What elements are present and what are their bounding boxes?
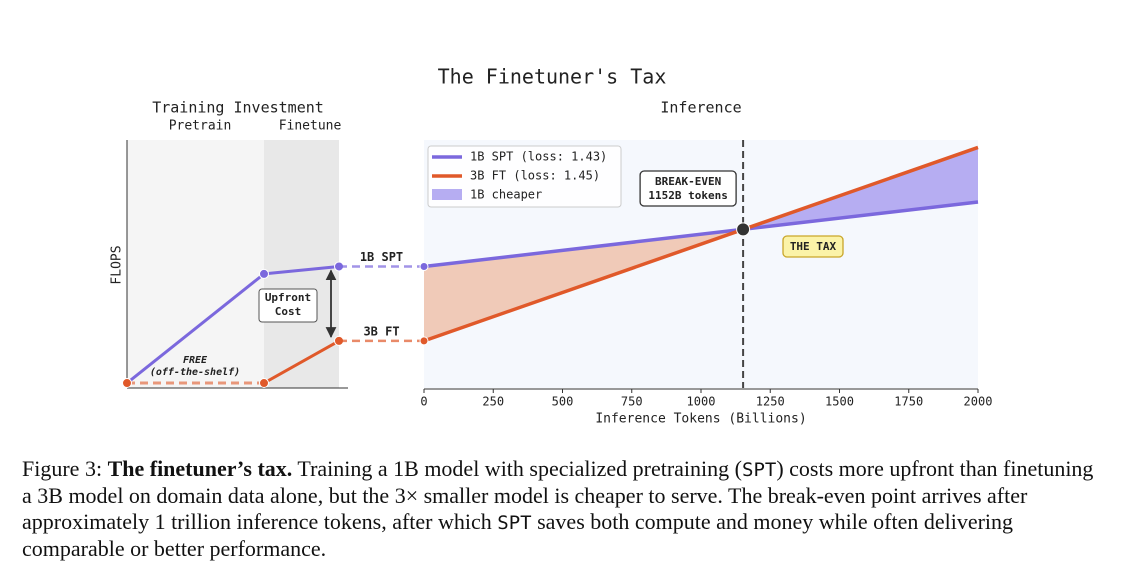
- series-line: [423, 145, 979, 343]
- series-point: [419, 336, 429, 346]
- tax-label: THE TAX: [790, 240, 837, 253]
- panel-title: Inference: [660, 99, 741, 117]
- panel-title: Training Investment: [152, 99, 324, 117]
- gap-label: Cost: [275, 305, 302, 318]
- connector-label: 1B SPT: [360, 250, 403, 264]
- x-tick-label: 750: [621, 395, 643, 409]
- connector-label: 3B FT: [363, 324, 399, 338]
- legend-swatch: [432, 189, 462, 200]
- caption-text: ) costs more upfront than finetuning a 3…: [22, 456, 1094, 534]
- stage-label: Finetune: [279, 119, 342, 134]
- x-tick-label: 1000: [687, 395, 716, 409]
- series-point: [419, 261, 429, 271]
- caption-text: Figure 3:: [22, 456, 108, 481]
- free-label: (off-the-shelf): [150, 367, 240, 378]
- legend-box: [427, 145, 622, 208]
- x-tick-label: 2000: [964, 395, 993, 409]
- series-segment: [263, 264, 340, 276]
- legend-label: 3B FT (loss: 1.45): [470, 169, 600, 183]
- caption: Figure 3: The finetuner’s tax. Training …: [22, 456, 1097, 562]
- break-even-box: [639, 170, 737, 207]
- gap-box: [258, 288, 318, 323]
- caption-text: SPT: [742, 459, 777, 481]
- series-point: [259, 378, 269, 389]
- tax-box: [782, 235, 844, 258]
- series-point: [122, 378, 132, 389]
- stage-band: [264, 140, 339, 388]
- legend-label: 1B SPT (loss: 1.43): [470, 150, 607, 164]
- gap-label: Upfront: [265, 291, 311, 304]
- x-tick-label: 0: [420, 395, 427, 409]
- break-even-point: [736, 222, 751, 237]
- series-line: [423, 200, 979, 269]
- y-axis-label: FLOPS: [110, 245, 125, 284]
- x-axis-label: Inference Tokens (Billions): [595, 412, 806, 427]
- break-even-label: BREAK-EVEN: [655, 175, 721, 188]
- figure: The Finetuner's Tax Training Investment P…: [110, 65, 993, 427]
- caption-text: The finetuner’s tax.: [107, 456, 293, 481]
- series-segment: [126, 272, 265, 385]
- legend-label: 1B cheaper: [470, 188, 542, 202]
- x-tick-label: 250: [482, 395, 504, 409]
- x-tick-label: 500: [552, 395, 574, 409]
- figure-title: The Finetuner's Tax: [438, 65, 667, 89]
- series-segment: [263, 339, 340, 385]
- caption-text: saves both compute and money while often…: [22, 509, 1014, 561]
- break-even-label: 1152B tokens: [648, 189, 727, 202]
- stage-label: Pretrain: [169, 119, 232, 134]
- series-point: [259, 268, 269, 279]
- caption-text: SPT: [497, 512, 532, 534]
- x-tick-label: 1250: [756, 395, 785, 409]
- stage-band: [127, 140, 264, 388]
- x-tick-label: 1750: [894, 395, 923, 409]
- free-label: FREE: [183, 355, 208, 366]
- x-tick-label: 1500: [825, 395, 854, 409]
- caption-text: Training a 1B model with specialized pre…: [292, 456, 742, 481]
